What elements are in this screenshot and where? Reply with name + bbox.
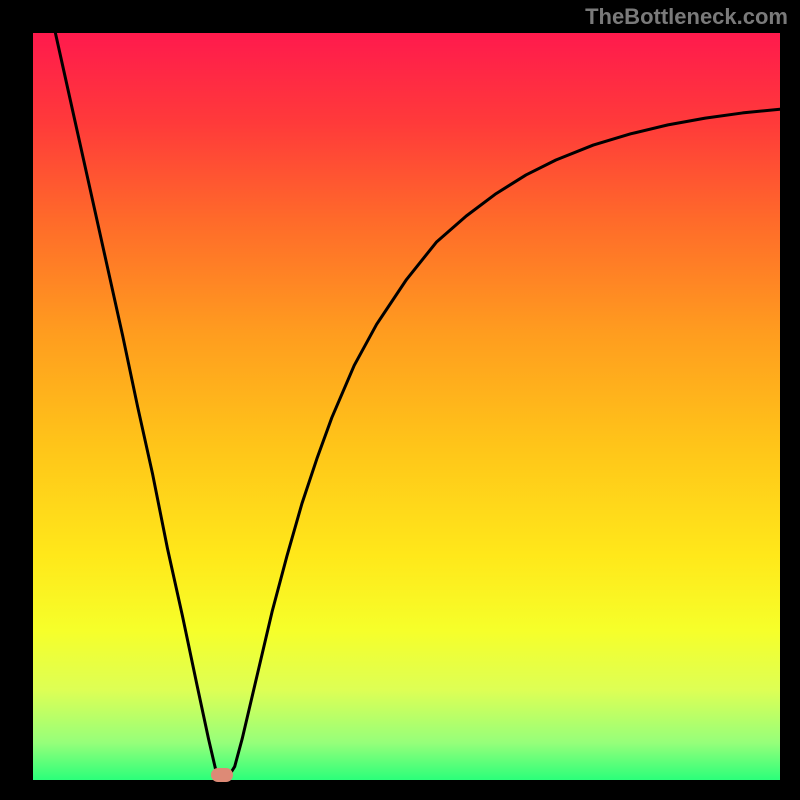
bottleneck-marker (211, 768, 233, 782)
chart-container: TheBottleneck.com (0, 0, 800, 800)
watermark-text: TheBottleneck.com (585, 4, 788, 30)
curve-layer (33, 33, 780, 780)
plot-area (33, 33, 780, 780)
curve-path (55, 33, 780, 779)
